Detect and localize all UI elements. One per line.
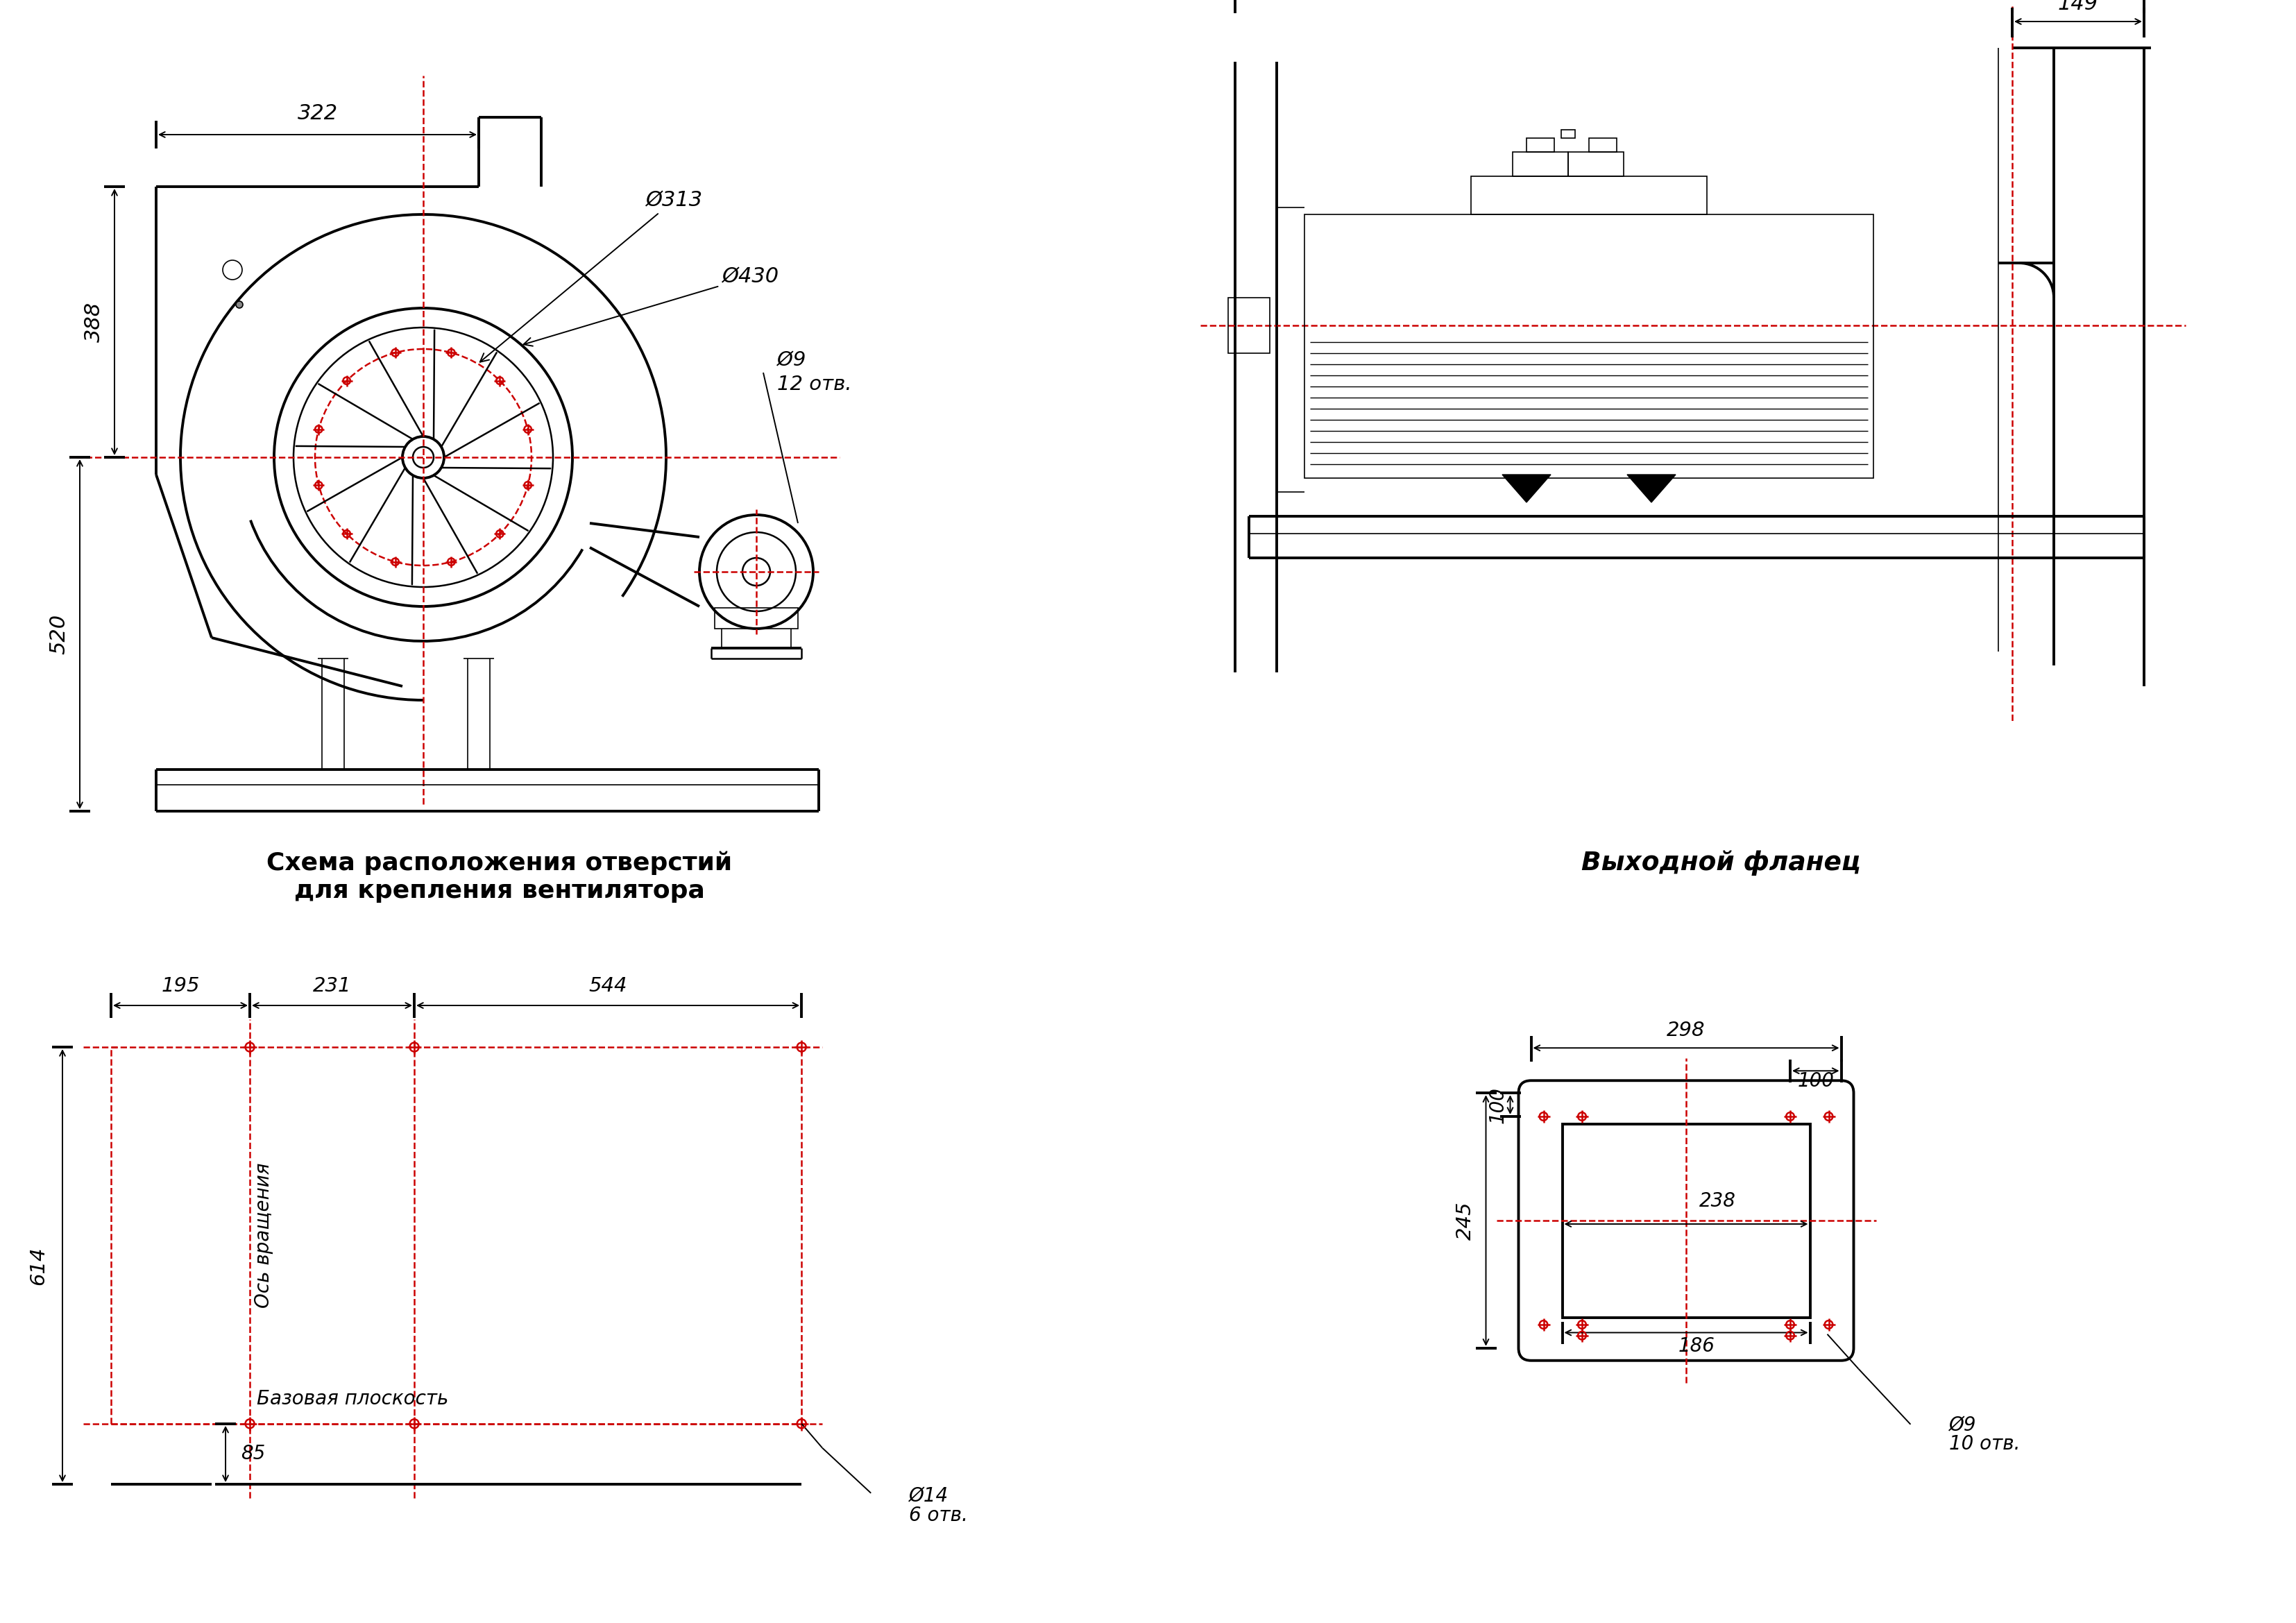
Text: 149: 149	[2057, 0, 2099, 15]
Text: 298: 298	[1667, 1021, 1706, 1040]
Bar	[714, 609, 799, 628]
Text: 520: 520	[48, 613, 69, 654]
Text: для крепления вентилятора: для крепления вентилятора	[294, 880, 705, 902]
Text: 100: 100	[1488, 1086, 1508, 1123]
Text: 544: 544	[588, 977, 627, 997]
Text: 12 отв.: 12 отв.	[776, 375, 852, 394]
Text: Ø14: Ø14	[909, 1487, 948, 1506]
Text: 231: 231	[312, 977, 351, 997]
Text: Схема расположения отверстий: Схема расположения отверстий	[266, 850, 732, 875]
Text: 388: 388	[83, 302, 103, 342]
Text: 238: 238	[1699, 1191, 1736, 1211]
Text: 614: 614	[28, 1246, 48, 1285]
Bar	[1561, 1123, 1809, 1318]
Bar	[1561, 130, 1575, 138]
Text: 10 отв.: 10 отв.	[1949, 1435, 2020, 1454]
Text: 195: 195	[161, 977, 200, 997]
Text: Базовая плоскость: Базовая плоскость	[257, 1389, 448, 1409]
Text: Ось вращения: Ось вращения	[255, 1162, 273, 1308]
Text: Ø9: Ø9	[1949, 1415, 1977, 1435]
Text: 245: 245	[1456, 1201, 1474, 1240]
Text: Ø313: Ø313	[480, 190, 703, 362]
Bar	[1527, 138, 1554, 153]
Text: Выходной фланец: Выходной фланец	[1582, 850, 1860, 876]
Circle shape	[236, 302, 243, 308]
Text: Ø430: Ø430	[523, 266, 778, 346]
Bar	[1568, 153, 1623, 177]
Polygon shape	[1628, 474, 1676, 503]
Text: 186: 186	[1678, 1337, 1715, 1357]
Text: 322: 322	[296, 104, 338, 123]
Text: 85: 85	[241, 1444, 266, 1464]
Text: 6 отв.: 6 отв.	[909, 1506, 969, 1526]
Bar	[1228, 297, 1270, 354]
Polygon shape	[1502, 474, 1550, 503]
Text: Ø9: Ø9	[776, 351, 806, 370]
Bar	[1513, 153, 1568, 177]
Bar	[1304, 214, 1874, 479]
Text: 100: 100	[1798, 1071, 1835, 1091]
Bar	[1589, 138, 1616, 153]
Bar	[1472, 177, 1706, 214]
